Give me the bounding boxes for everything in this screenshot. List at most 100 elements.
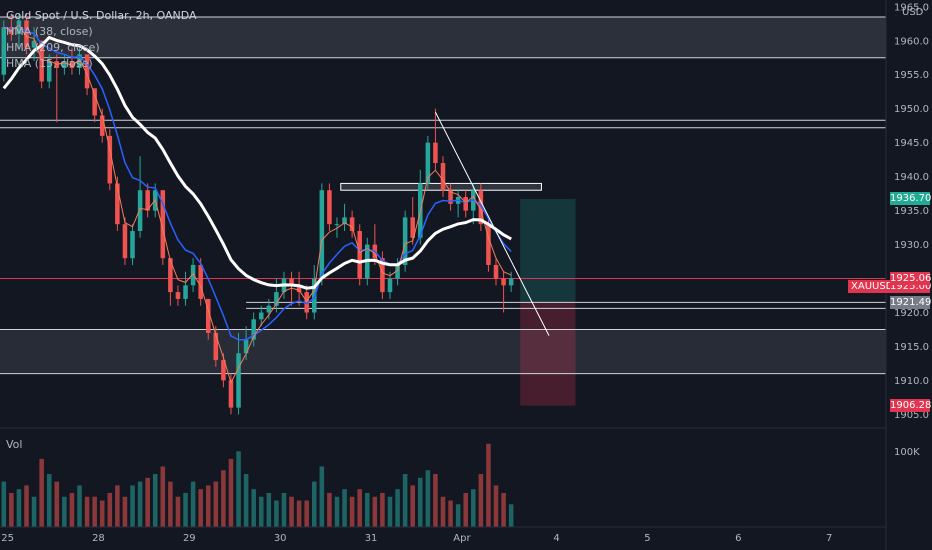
- candle-body[interactable]: [1, 27, 7, 75]
- candle-body[interactable]: [349, 217, 355, 231]
- volume-bar: [433, 474, 438, 527]
- candle-body[interactable]: [39, 40, 44, 82]
- volume-bar: [152, 474, 158, 527]
- candle-body[interactable]: [304, 292, 309, 313]
- candle-body[interactable]: [99, 115, 105, 136]
- target-zone[interactable]: [520, 198, 576, 303]
- candle-body[interactable]: [243, 339, 249, 354]
- candle-body[interactable]: [311, 278, 317, 313]
- candle-body[interactable]: [190, 264, 196, 286]
- candle-body[interactable]: [387, 278, 393, 293]
- candle-body[interactable]: [69, 61, 75, 68]
- hma-15-line[interactable]: [3, 24, 512, 384]
- candle-body[interactable]: [501, 278, 506, 286]
- candle-body[interactable]: [145, 190, 150, 211]
- volume-bar: [281, 492, 287, 527]
- price-tick-label: 1945.0: [894, 138, 929, 149]
- time-tick-label: 29: [183, 533, 196, 544]
- volume-bar: [92, 496, 97, 527]
- candle-body[interactable]: [46, 61, 52, 82]
- price-label-last: 1925.065: [890, 271, 932, 285]
- volume-bar: [274, 500, 279, 527]
- candle-body[interactable]: [395, 264, 400, 279]
- indicator-hma-209[interactable]: HMA (209, close): [6, 41, 100, 54]
- candle-body[interactable]: [62, 61, 67, 68]
- candle-body[interactable]: [221, 360, 226, 381]
- candle-body[interactable]: [251, 319, 256, 340]
- candle-body[interactable]: [31, 40, 37, 48]
- candle-body[interactable]: [402, 217, 408, 265]
- candle-body[interactable]: [433, 142, 438, 164]
- candle-body[interactable]: [508, 278, 514, 286]
- volume-bar: [137, 481, 143, 527]
- candle-body[interactable]: [137, 190, 143, 231]
- trend-line[interactable]: [434, 111, 550, 336]
- candle-body[interactable]: [410, 217, 415, 238]
- candle-body[interactable]: [327, 190, 332, 225]
- volume-bar: [183, 492, 188, 527]
- indicator-hma-38[interactable]: HMA (38, close): [6, 25, 93, 38]
- volume-bar: [365, 492, 370, 527]
- candle-body[interactable]: [92, 88, 97, 116]
- volume-bar: [213, 481, 219, 527]
- candle-body[interactable]: [122, 224, 128, 259]
- candle-body[interactable]: [183, 285, 188, 299]
- volume-label: Vol: [6, 438, 23, 451]
- candle-body[interactable]: [236, 353, 241, 408]
- hma-209-line[interactable]: [2, 35, 512, 290]
- candle-body[interactable]: [198, 264, 203, 299]
- hma-38-line[interactable]: [3, 25, 512, 341]
- stop-zone[interactable]: [520, 302, 576, 406]
- volume-bar: [69, 492, 75, 527]
- candle-body[interactable]: [107, 135, 113, 184]
- candle-body[interactable]: [266, 305, 272, 313]
- volume-bar: [258, 496, 264, 527]
- candle-body[interactable]: [296, 285, 302, 293]
- volume-tick-label: 100K: [894, 447, 920, 458]
- volume-bar: [486, 443, 491, 527]
- price-label-entry: 1921.498: [890, 295, 932, 309]
- volume-bar: [77, 485, 82, 527]
- candle-body[interactable]: [213, 332, 219, 361]
- candle-body[interactable]: [130, 230, 135, 259]
- candle-body[interactable]: [77, 54, 82, 68]
- candle-body[interactable]: [493, 264, 499, 279]
- candle-body[interactable]: [486, 224, 491, 265]
- candle-body[interactable]: [274, 292, 279, 306]
- candle-body[interactable]: [258, 312, 264, 320]
- candle-body[interactable]: [228, 380, 234, 408]
- candle-body[interactable]: [205, 298, 211, 333]
- candle-body[interactable]: [478, 190, 484, 225]
- candle-body[interactable]: [115, 183, 120, 225]
- time-tick-label: 6: [735, 533, 741, 544]
- indicator-hma-15[interactable]: HMA (15, close): [6, 57, 93, 70]
- candle-body[interactable]: [175, 292, 181, 299]
- candle-body[interactable]: [448, 190, 453, 204]
- candle-body[interactable]: [463, 197, 468, 211]
- support-zone[interactable]: [0, 329, 886, 374]
- candle-body[interactable]: [319, 190, 325, 279]
- price-label-target: 1936.708: [890, 192, 932, 206]
- candle-body[interactable]: [24, 20, 29, 48]
- candle-body[interactable]: [425, 142, 431, 184]
- candle-body[interactable]: [168, 258, 173, 293]
- time-tick-label: 7: [826, 533, 832, 544]
- zones-layer: [0, 16, 886, 406]
- volume-bar: [243, 474, 249, 527]
- candle-body[interactable]: [342, 217, 347, 225]
- resistance-zone[interactable]: [0, 16, 886, 58]
- candle-body[interactable]: [334, 224, 340, 226]
- candle-body[interactable]: [160, 190, 166, 259]
- volume-bar: [463, 492, 468, 527]
- candle-body[interactable]: [357, 230, 362, 279]
- volume-bar: [319, 466, 325, 527]
- candle-body[interactable]: [289, 278, 294, 286]
- volume-bar: [16, 489, 22, 527]
- price-label-stop: 1906.288: [890, 399, 932, 413]
- candle-body[interactable]: [84, 54, 90, 89]
- candle-body[interactable]: [440, 163, 446, 191]
- time-tick-label: 25: [1, 533, 14, 544]
- candle-body[interactable]: [380, 258, 385, 293]
- price-tick-label: 1920.0: [894, 308, 929, 319]
